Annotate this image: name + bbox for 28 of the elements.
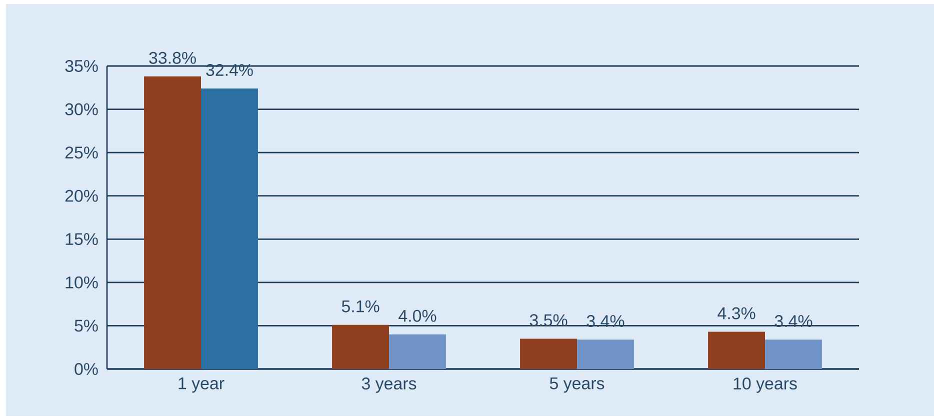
y-tick-label: 25% (65, 146, 98, 159)
data-label: 3.4% (586, 315, 624, 328)
data-label: 4.3% (718, 307, 756, 320)
y-tick-label: 10% (66, 276, 98, 288)
data-label: 5.1% (342, 300, 380, 312)
x-tick-label: 3 years (362, 378, 416, 393)
data-label: 3.5% (530, 314, 568, 326)
x-tick-label: 5 years (550, 378, 604, 393)
x-tick-label: 10 years (734, 378, 797, 393)
data-label: 3.4% (774, 315, 812, 328)
bar (144, 76, 201, 369)
y-tick-label: 30% (65, 103, 98, 116)
bar (577, 340, 634, 369)
bar (201, 88, 258, 369)
y-tick-label: 15% (66, 233, 98, 246)
y-tick-label: 0% (74, 363, 98, 375)
data-label: 33.8% (149, 52, 196, 64)
data-label: 4.0% (398, 310, 436, 322)
x-tick-label: 1 year (178, 378, 224, 393)
bar (520, 338, 578, 369)
y-tick-label: 20% (65, 190, 98, 202)
bar (332, 324, 390, 369)
bar (389, 334, 446, 369)
y-tick-label: 35% (65, 60, 98, 72)
bar (708, 332, 766, 369)
data-label: 32.4% (206, 64, 253, 76)
bar (765, 340, 822, 369)
y-tick-label: 5% (74, 320, 98, 332)
